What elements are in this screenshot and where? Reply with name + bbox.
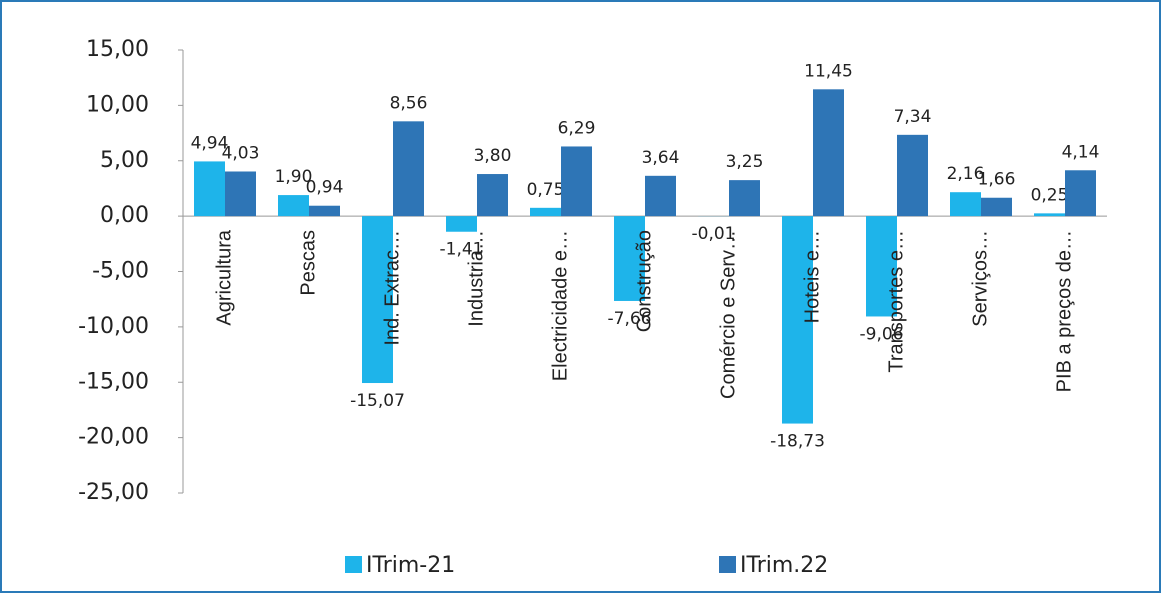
legend-label: ITrim.22 xyxy=(740,553,828,578)
value-label: 11,45 xyxy=(804,61,853,81)
value-label: 8,56 xyxy=(390,93,428,113)
x-tick-label: Pescas xyxy=(297,230,319,296)
bar xyxy=(194,161,225,217)
bar xyxy=(645,175,676,217)
value-label: 0,75 xyxy=(527,180,565,200)
bar xyxy=(393,121,424,217)
bar xyxy=(981,197,1012,217)
value-label: -0,01 xyxy=(692,224,736,244)
y-tick-label: 10,00 xyxy=(86,92,149,117)
bar xyxy=(225,171,256,217)
bar xyxy=(530,207,561,217)
bar xyxy=(309,205,340,217)
y-tick-label: -5,00 xyxy=(92,259,149,284)
x-tick-label: Construção xyxy=(633,230,655,332)
y-tick-label: 5,00 xyxy=(100,148,149,173)
bar xyxy=(362,216,393,384)
bar xyxy=(1034,213,1065,217)
bar xyxy=(614,216,645,301)
x-tick-label: Agricultura xyxy=(213,229,235,325)
value-label: 3,64 xyxy=(642,148,680,168)
x-tick-label: PIB a preços de… xyxy=(1053,230,1075,392)
x-tick-label: Ind. Extrac… xyxy=(381,230,403,346)
y-tick-label: -15,00 xyxy=(78,369,149,394)
x-tick-label: Transportes e… xyxy=(885,230,907,373)
value-label: -15,07 xyxy=(350,391,405,411)
y-tick-label: 0,00 xyxy=(100,203,149,228)
bar xyxy=(278,195,309,217)
value-label: 3,80 xyxy=(474,146,512,166)
y-tick-label: -25,00 xyxy=(78,480,149,505)
x-tick-label: Electricidade e… xyxy=(549,230,571,381)
y-tick-label: 15,00 xyxy=(86,37,149,62)
bar xyxy=(813,89,844,217)
bar xyxy=(729,180,760,217)
value-label: 7,34 xyxy=(894,107,932,127)
bar xyxy=(782,216,813,424)
value-label: 4,03 xyxy=(222,143,260,163)
value-label: 0,25 xyxy=(1031,185,1069,205)
value-label: 4,94 xyxy=(191,133,229,153)
bar xyxy=(866,216,897,317)
bar xyxy=(561,146,592,217)
value-label: 3,25 xyxy=(726,152,764,172)
value-label: -7,66 xyxy=(608,309,652,329)
x-tick-label: Serviços… xyxy=(969,230,991,327)
bar xyxy=(446,216,477,232)
y-tick-label: -20,00 xyxy=(78,425,149,450)
value-label: 6,29 xyxy=(558,118,596,138)
value-label: -9,06 xyxy=(860,324,904,344)
legend-swatch xyxy=(345,556,362,573)
bar xyxy=(1065,170,1096,217)
value-label: 4,14 xyxy=(1062,142,1100,162)
bar xyxy=(897,134,928,217)
bar xyxy=(950,192,981,217)
x-tick-label: Comércio e Serv… xyxy=(717,230,739,399)
value-label: 1,90 xyxy=(275,167,313,187)
value-label: -18,73 xyxy=(770,432,825,452)
value-label: 1,66 xyxy=(978,170,1016,190)
legend-swatch xyxy=(719,556,736,573)
x-tick-label: Hoteis e… xyxy=(801,230,823,323)
value-label: 2,16 xyxy=(947,164,985,184)
y-tick-label: -10,00 xyxy=(78,314,149,339)
value-label: 0,94 xyxy=(306,178,344,198)
x-tick-label: Industria… xyxy=(465,230,487,327)
legend-label: ITrim-21 xyxy=(366,553,455,578)
bar xyxy=(477,174,508,217)
value-label: -1,41 xyxy=(440,240,484,260)
